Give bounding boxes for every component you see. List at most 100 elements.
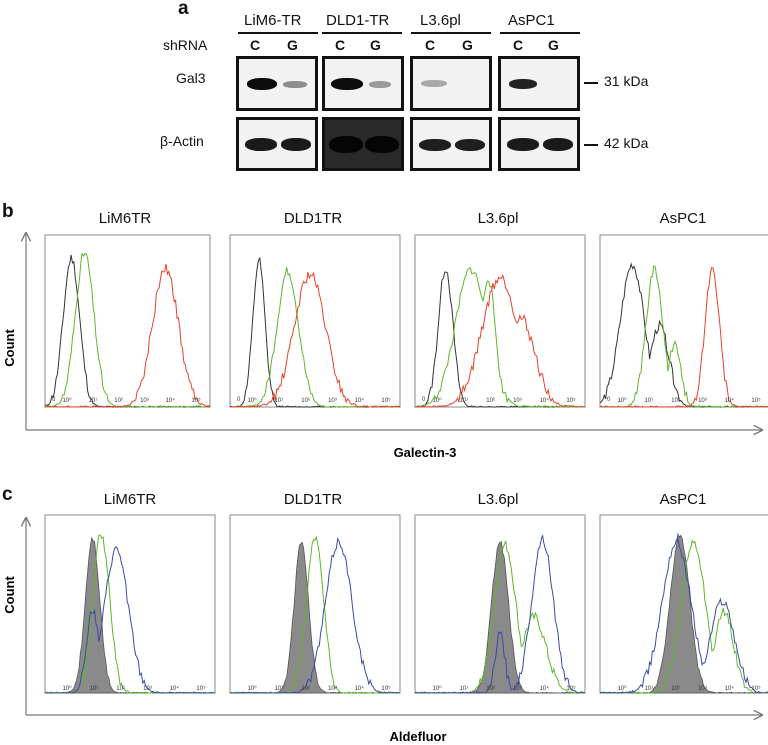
- band: [543, 138, 573, 151]
- plot-title: L3.6pl: [477, 491, 519, 508]
- plot-title: LiM6TR: [103, 491, 157, 508]
- isotype-curve: [599, 262, 768, 408]
- blue-curve: [599, 536, 768, 694]
- tick-label: 10⁰: [617, 397, 627, 404]
- zero-label: 0: [422, 397, 426, 403]
- tick-label: 10⁰: [432, 397, 442, 404]
- mw-tick: [584, 144, 598, 146]
- actin-blot-dld1: [322, 117, 404, 171]
- tick-label: 10⁰: [432, 685, 442, 692]
- isotype-curve: [414, 271, 586, 408]
- plot-title: L3.6pl: [477, 210, 519, 227]
- tick-label: 10³: [513, 686, 522, 692]
- tick-label: 10⁴: [170, 685, 180, 692]
- tick-label: 10²: [671, 398, 680, 404]
- tick-label: 10³: [698, 398, 707, 404]
- band: [331, 78, 363, 90]
- lane-g: G: [548, 37, 559, 53]
- tick-label: 10⁰: [247, 397, 257, 404]
- blot-lane-name: L3.6pl: [420, 12, 461, 29]
- lane-c: C: [250, 37, 261, 53]
- tick-label: 10³: [140, 398, 149, 404]
- tick-label: 10¹: [274, 686, 283, 692]
- lane-underline: [500, 32, 580, 34]
- y-axis-label: Count: [2, 576, 17, 614]
- tick-label: 10⁴: [725, 685, 735, 692]
- tick-label: 10²: [114, 398, 123, 404]
- tick-label: 10⁵: [191, 397, 201, 404]
- mw-tick: [584, 82, 598, 84]
- band: [283, 81, 307, 88]
- tick-label: 10²: [116, 686, 125, 692]
- panel-a-label: a: [178, 0, 189, 19]
- mw-42: 42 kDa: [604, 135, 649, 151]
- blue-curve: [229, 537, 401, 694]
- band: [421, 80, 447, 87]
- tick-label: 10⁵: [751, 685, 761, 692]
- histogram-frame: [229, 234, 401, 408]
- tick-label: 10⁴: [540, 685, 550, 692]
- tick-label: 10³: [513, 398, 522, 404]
- plot-title: DLD1TR: [283, 491, 343, 508]
- gal3-blot-lim6: [236, 56, 318, 111]
- tick-label: 10⁰: [617, 685, 627, 692]
- plot-title: DLD1TR: [283, 210, 343, 227]
- mw-31: 31 kDa: [604, 73, 649, 89]
- panel-b-plots: Count Galectin-3 10⁰ 10¹ 10² 10³ 10⁴ 10⁵ 0 10⁰ 1…: [2, 230, 768, 460]
- tick-label: 10⁵: [381, 685, 391, 692]
- band: [281, 138, 311, 151]
- gal3-blot-l36pl: [410, 56, 492, 111]
- blue-curve: [44, 546, 216, 694]
- zero-label: 0: [52, 397, 56, 403]
- tick-label: 10⁵: [751, 397, 761, 404]
- band: [369, 81, 391, 88]
- x-axis-label: Galectin-3: [394, 445, 457, 460]
- control-curve: [45, 263, 211, 408]
- green-curve: [414, 540, 585, 694]
- tick-label: 10⁴: [540, 397, 550, 404]
- band: [507, 138, 539, 151]
- x-axis-label: Aldefluor: [389, 729, 446, 744]
- control-curve: [414, 273, 585, 408]
- control-curve: [599, 266, 768, 408]
- lane-g: G: [287, 37, 298, 53]
- tick-label: 10³: [698, 686, 707, 692]
- tick-label: 10¹: [88, 398, 97, 404]
- tick-label: 10²: [671, 686, 680, 692]
- tick-label: 10²: [486, 398, 495, 404]
- histogram-frame: [44, 514, 216, 694]
- actin-blot-lim6: [236, 117, 318, 171]
- lane-c: C: [335, 37, 346, 53]
- tick-label: 10¹: [274, 398, 283, 404]
- tick-label: 10¹: [459, 398, 468, 404]
- control-curve: [229, 271, 401, 408]
- plot-title: AsPC1: [659, 210, 707, 227]
- band: [455, 139, 485, 151]
- band: [365, 136, 399, 153]
- histogram-frame: [44, 234, 211, 408]
- lane-g: G: [462, 37, 473, 53]
- tick-label: 10⁰: [247, 685, 257, 692]
- tick-label: 10⁰: [62, 397, 72, 404]
- lane-g: G: [370, 37, 381, 53]
- y-axis-label: Count: [2, 329, 17, 367]
- lane-underline: [322, 32, 402, 34]
- panel-b-label: b: [2, 201, 14, 222]
- tick-label: 10³: [143, 686, 152, 692]
- knockdown-curve: [414, 267, 585, 408]
- panel-c-label: c: [2, 484, 13, 505]
- tick-label: 10¹: [644, 686, 653, 692]
- band: [245, 138, 277, 151]
- band: [329, 136, 363, 153]
- lane-underline: [411, 32, 491, 34]
- actin-row-label: β-Actin: [160, 133, 204, 149]
- tick-label: 10²: [486, 686, 495, 692]
- plot-title: LiM6TR: [98, 210, 152, 227]
- tick-label: 10⁵: [566, 397, 576, 404]
- tick-label: 10¹: [89, 686, 98, 692]
- histogram-frame: [414, 234, 586, 408]
- gal3-row-label: Gal3: [176, 70, 206, 86]
- blot-lane-name: DLD1-TR: [326, 12, 390, 29]
- tick-label: 10²: [301, 398, 310, 404]
- tick-label: 10⁵: [381, 397, 391, 404]
